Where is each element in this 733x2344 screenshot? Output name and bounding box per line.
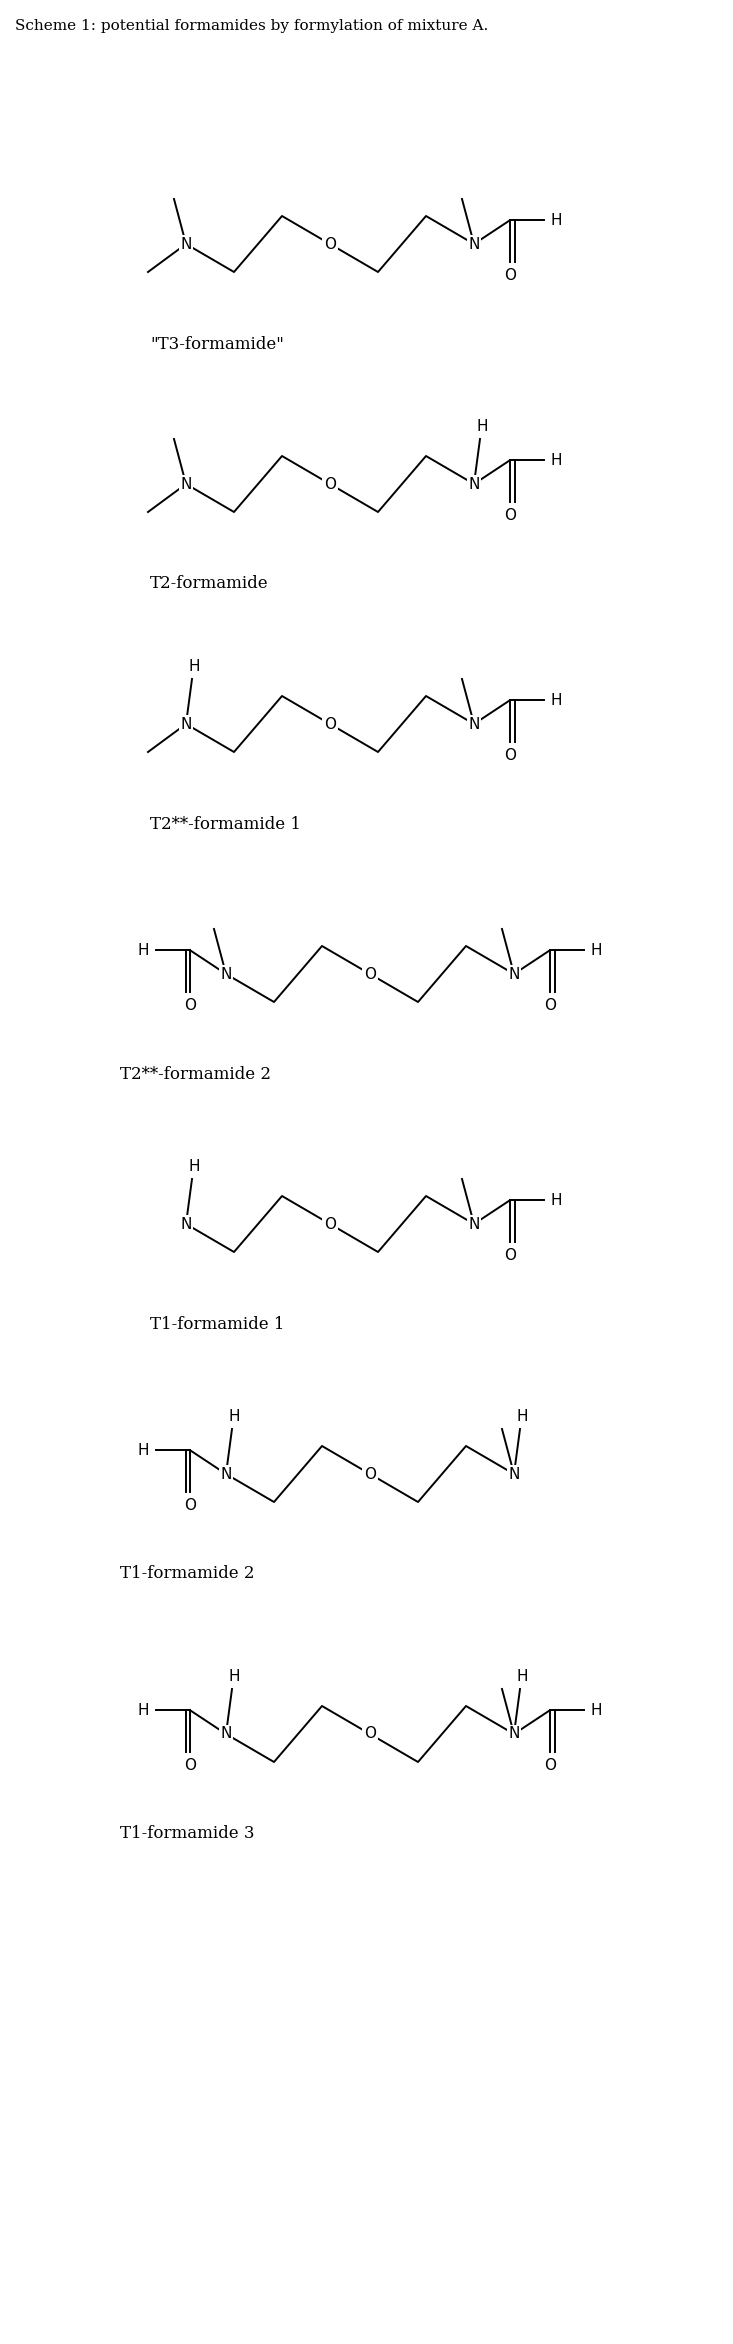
Text: H: H [516,1669,528,1683]
Text: O: O [364,1467,376,1481]
Text: H: H [138,1702,150,1718]
Text: O: O [544,999,556,1013]
Text: O: O [504,267,516,284]
Text: N: N [221,1467,232,1481]
Text: N: N [468,717,479,731]
Text: H: H [138,942,150,959]
Text: T2**-formamide 2: T2**-formamide 2 [120,1067,271,1083]
Text: H: H [188,659,200,675]
Text: T1-formamide 2: T1-formamide 2 [120,1566,254,1582]
Text: H: H [591,1702,602,1718]
Text: T2-formamide: T2-formamide [150,577,268,593]
Text: H: H [550,1193,562,1207]
Text: O: O [504,509,516,523]
Text: N: N [180,476,192,492]
Text: N: N [180,237,192,251]
Text: N: N [468,1217,479,1231]
Text: "T3-formamide": "T3-formamide" [150,335,284,352]
Text: N: N [180,1217,192,1231]
Text: O: O [184,999,196,1013]
Text: N: N [180,717,192,731]
Text: T1-formamide 3: T1-formamide 3 [120,1826,254,1842]
Text: O: O [324,476,336,492]
Text: O: O [324,717,336,731]
Text: N: N [508,1728,520,1742]
Text: T2**-formamide 1: T2**-formamide 1 [150,816,301,832]
Text: H: H [550,694,562,708]
Text: H: H [550,213,562,227]
Text: N: N [468,476,479,492]
Text: O: O [544,1758,556,1772]
Text: O: O [504,748,516,764]
Text: N: N [468,237,479,251]
Text: H: H [516,1409,528,1425]
Text: O: O [324,1217,336,1231]
Text: O: O [184,1498,196,1514]
Text: H: H [228,1409,240,1425]
Text: H: H [228,1669,240,1683]
Text: O: O [324,237,336,251]
Text: H: H [591,942,602,959]
Text: O: O [364,1728,376,1742]
Text: N: N [508,966,520,982]
Text: O: O [184,1758,196,1772]
Text: H: H [188,1158,200,1174]
Text: N: N [508,1467,520,1481]
Text: T1-formamide 1: T1-formamide 1 [150,1315,284,1331]
Text: O: O [364,966,376,982]
Text: O: O [504,1249,516,1263]
Text: N: N [221,966,232,982]
Text: N: N [221,1728,232,1742]
Text: H: H [138,1442,150,1458]
Text: H: H [550,452,562,469]
Text: H: H [476,420,487,434]
Text: Scheme 1: potential formamides by formylation of mixture A.: Scheme 1: potential formamides by formyl… [15,19,488,33]
